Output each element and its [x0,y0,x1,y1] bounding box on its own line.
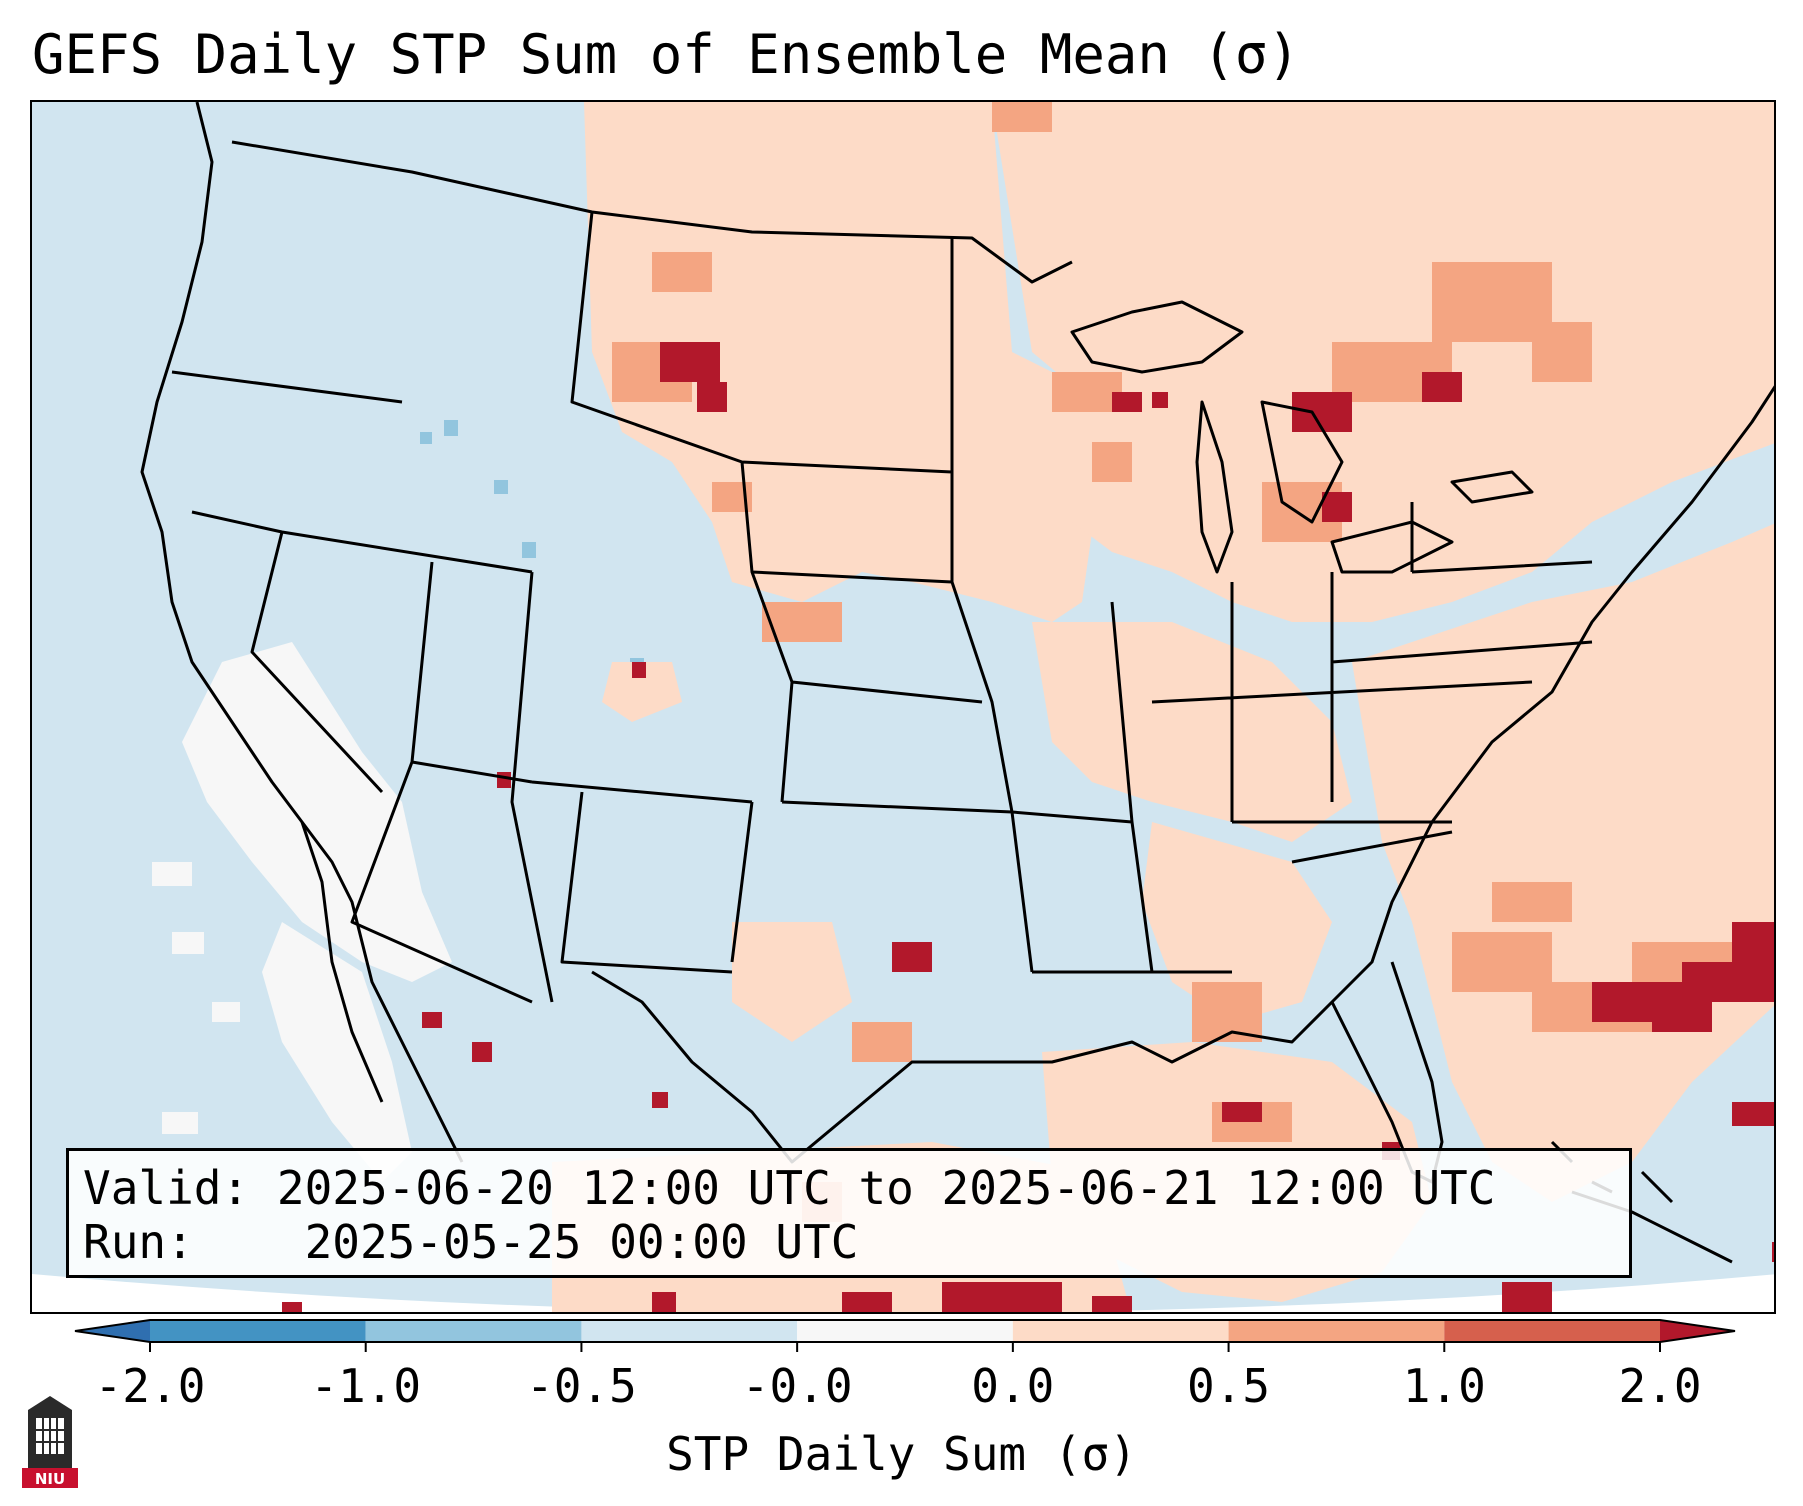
valid-time-range: 2025-06-20 12:00 UTC to 2025-06-21 12:00… [276,1161,1496,1215]
run-time: 2025-05-25 00:00 UTC [304,1215,859,1269]
map-panel [30,100,1776,1314]
colorbar-tick-label: 0.0 [971,1359,1055,1413]
stp-anomaly-map [32,102,1774,1312]
negative-specks [420,420,644,674]
colorbar-bin [797,1320,1013,1342]
state-lines-plains [570,211,1034,973]
lake-superior [1070,300,1244,374]
west-coastline [140,102,464,1163]
lake-michigan [1195,400,1234,574]
colorbar-tick-label: -1.0 [310,1359,422,1413]
run-label: Run: [83,1215,194,1269]
colorbar-tick-label: 1.0 [1402,1359,1486,1413]
baja-coastline [300,821,384,1103]
colorbar-tick-label: -2.0 [94,1359,206,1413]
colorbar-tick-label: 2.0 [1618,1359,1702,1413]
colorbar [74,1319,1736,1352]
colorbar-bin [1228,1320,1445,1342]
valid-run-info-box: Valid: 2025-06-20 12:00 UTC to 2025-06-2… [66,1148,1632,1278]
us-canada-border [231,140,1073,284]
colorbar-tick-label: 0.5 [1187,1359,1271,1413]
logo-text: NIU [35,1470,65,1488]
colorbar-tick-label: -0.5 [526,1359,637,1413]
colorbar-title: STP Daily Sum (σ) [666,1427,1137,1481]
colorbar-bin [150,1320,366,1342]
colorbar-tick-label: -0.0 [741,1359,853,1413]
valid-label: Valid: [83,1161,250,1215]
lake-huron [1260,400,1344,524]
lake-erie [1330,520,1454,574]
map-title: GEFS Daily STP Sum of Ensemble Mean (σ) [32,23,1300,86]
lake-ontario [1450,470,1534,504]
niu-logo: NIU [22,1396,78,1488]
colorbar-bin [1660,1320,1735,1342]
state-lines-east [1011,502,1593,974]
state-lines-west [171,370,754,1004]
colorbar-bin [581,1320,798,1342]
colorbar-bin [1444,1320,1660,1342]
colorbar-bin [75,1320,150,1342]
colorbar-bin [365,1320,582,1342]
positive-high-regions [282,342,1774,1312]
near-zero-zone [152,642,452,1182]
colorbar-bin [1012,1320,1229,1342]
